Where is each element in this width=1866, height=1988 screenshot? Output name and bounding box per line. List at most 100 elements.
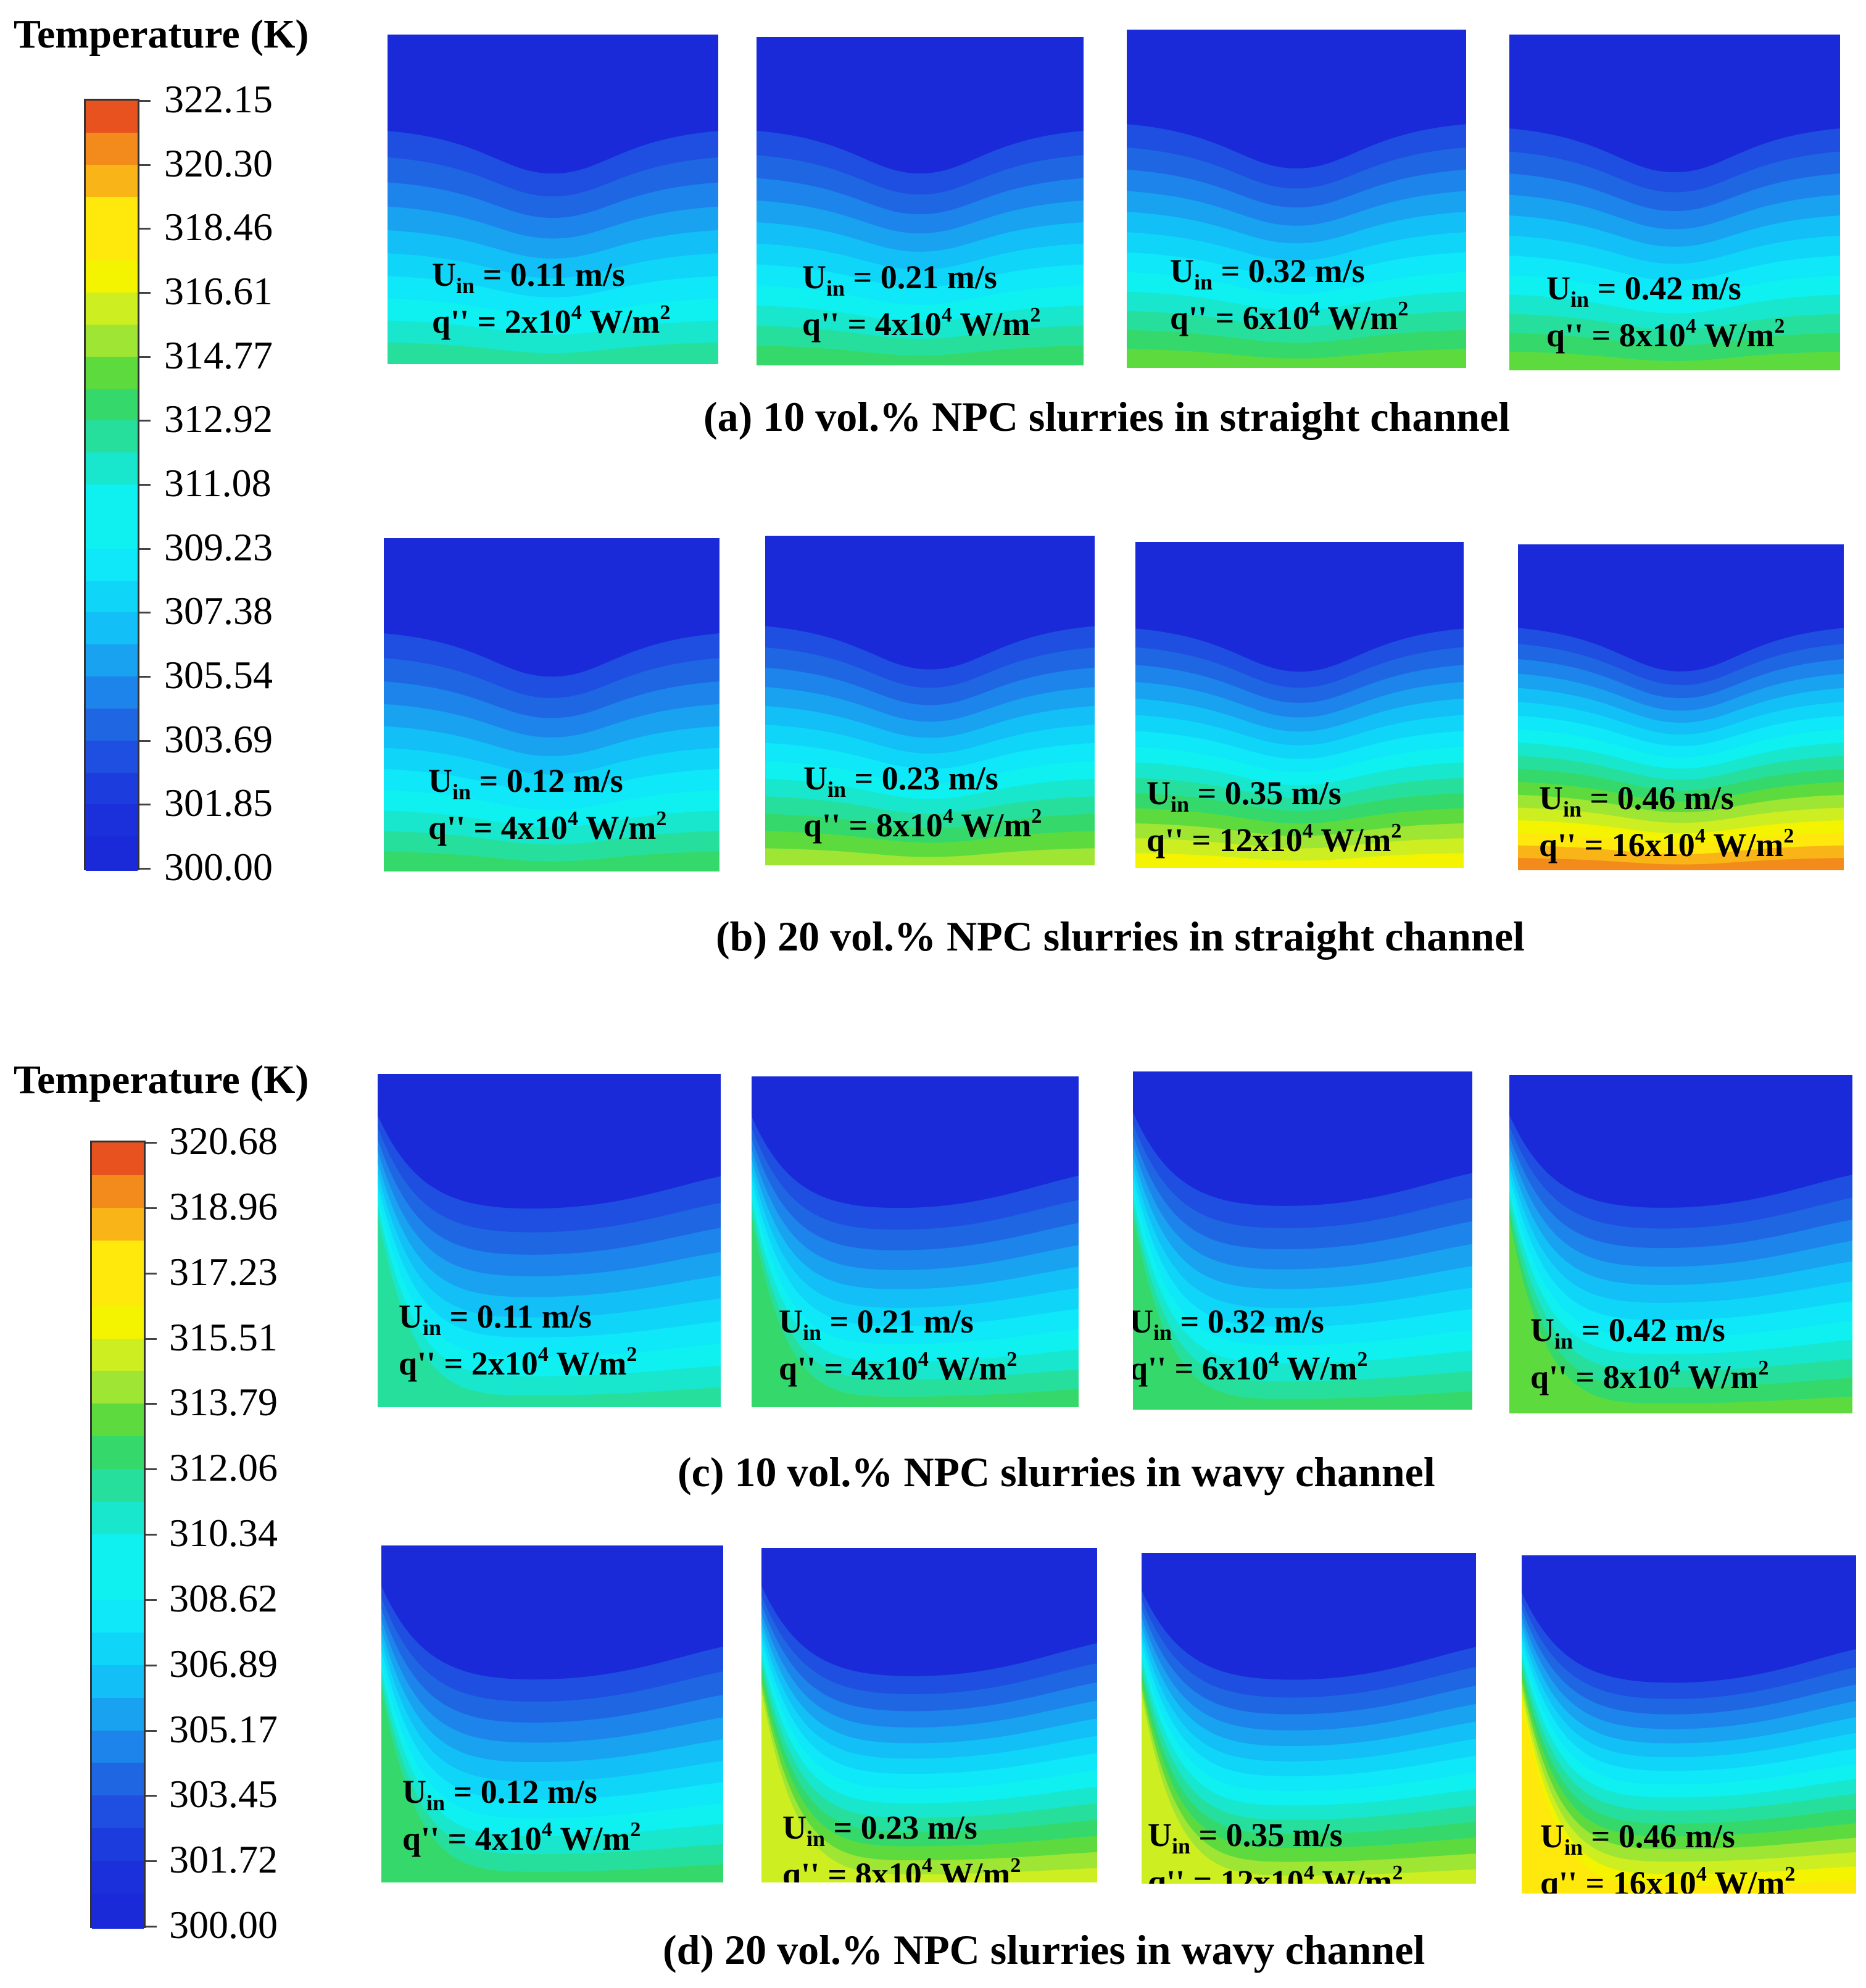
contour-band bbox=[378, 1213, 721, 1407]
colorbar-top bbox=[84, 99, 139, 871]
colorbar-segment bbox=[92, 1763, 144, 1799]
caption-a: (a) 10 vol.% NPC slurries in straight ch… bbox=[703, 393, 1511, 440]
contour-panel: Uin = 0.32 m/s q'' = 6x104 W/m2 bbox=[1133, 1071, 1472, 1410]
colorbar-tick-label: 300.00 bbox=[164, 845, 273, 889]
heat-flux-exponent: 4 bbox=[921, 1854, 932, 1877]
contour-band bbox=[381, 1687, 723, 1882]
colorbar-tick-label: 306.89 bbox=[169, 1641, 278, 1686]
colorbar-tick bbox=[146, 1142, 157, 1144]
velocity-subscript: in bbox=[1554, 1329, 1574, 1354]
colorbar-segment bbox=[86, 101, 138, 135]
colorbar-tick-label: 313.79 bbox=[169, 1380, 278, 1424]
heat-flux-value: q'' = 8x10 bbox=[782, 1856, 922, 1882]
heat-flux-unit: W/m bbox=[548, 1345, 627, 1382]
colorbar-segment bbox=[92, 1599, 144, 1635]
velocity-symbol: U bbox=[432, 256, 456, 293]
contour-panel: Uin = 0.42 m/s q'' = 8x104 W/m2 bbox=[1509, 35, 1840, 370]
colorbar-tick bbox=[139, 164, 151, 166]
heat-flux-exponent: 4 bbox=[1302, 820, 1313, 842]
colorbar-segment bbox=[86, 164, 138, 199]
inlet-velocity: Uin = 0.23 m/s bbox=[782, 1807, 1021, 1853]
colorbar-tick-label: 311.08 bbox=[164, 461, 272, 505]
contour-field bbox=[1127, 124, 1466, 368]
contour-band bbox=[381, 1659, 723, 1882]
colorbar-segment bbox=[92, 1240, 144, 1276]
panel-annotation: Uin = 0.11 m/s q'' = 2x104 W/m2 bbox=[432, 254, 670, 343]
inlet-velocity: Uin = 0.21 m/s bbox=[779, 1301, 1017, 1347]
colorbar-tick bbox=[139, 420, 151, 422]
heat-flux-exponent: 4 bbox=[1694, 825, 1706, 847]
panel-annotation: Uin = 0.12 m/s q'' = 4x104 W/m2 bbox=[402, 1771, 641, 1860]
velocity-value: = 0.46 m/s bbox=[1583, 1818, 1735, 1855]
velocity-value: = 0.42 m/s bbox=[1573, 1312, 1725, 1349]
velocity-symbol: U bbox=[1540, 1818, 1564, 1855]
contour-field bbox=[1509, 1115, 1852, 1413]
inlet-velocity: Uin = 0.23 m/s bbox=[803, 758, 1042, 804]
heat-flux-unit: W/m bbox=[953, 807, 1032, 844]
inlet-velocity: Uin = 0.12 m/s bbox=[428, 760, 666, 806]
legend-title-bottom: Temperature (K) bbox=[14, 1057, 309, 1102]
contour-field bbox=[1133, 1112, 1472, 1410]
colorbar-tick bbox=[139, 484, 151, 486]
heat-flux: q'' = 8x104 W/m2 bbox=[803, 804, 1042, 847]
inlet-velocity: Uin = 0.32 m/s bbox=[1170, 251, 1408, 296]
velocity-symbol: U bbox=[399, 1298, 423, 1335]
colorbar-segment bbox=[86, 485, 138, 519]
velocity-subscript: in bbox=[1563, 797, 1582, 821]
colorbar-tick bbox=[146, 1860, 157, 1863]
colorbar-segment bbox=[86, 452, 138, 487]
colorbar-tick-label: 301.72 bbox=[169, 1837, 278, 1882]
colorbar-segment bbox=[86, 836, 138, 871]
colorbar-segment bbox=[92, 1632, 144, 1668]
velocity-symbol: U bbox=[402, 1773, 426, 1810]
contour-band bbox=[384, 851, 719, 871]
colorbar-tick bbox=[146, 1207, 157, 1209]
contour-field bbox=[381, 1586, 723, 1882]
contour-band bbox=[765, 848, 1095, 865]
heat-flux-unit-exponent: 2 bbox=[1031, 805, 1042, 828]
colorbar-tick-label: 316.61 bbox=[164, 269, 273, 313]
colorbar-tick-label: 320.68 bbox=[169, 1119, 278, 1163]
inlet-velocity: Uin = 0.11 m/s bbox=[432, 254, 670, 300]
velocity-symbol: U bbox=[1148, 1816, 1172, 1853]
inlet-velocity: Uin = 0.21 m/s bbox=[802, 257, 1040, 302]
contour-band bbox=[752, 1187, 1079, 1407]
panel-annotation: Uin = 0.35 m/s q'' = 12x104 W/m2 bbox=[1148, 1815, 1403, 1884]
colorbar-tick-label: 320.30 bbox=[164, 141, 273, 185]
colorbar-segment bbox=[86, 196, 138, 231]
colorbar-segment bbox=[92, 1861, 144, 1896]
colorbar-tick bbox=[139, 804, 151, 806]
heat-flux-exponent: 4 bbox=[942, 805, 953, 828]
contour-panel: Uin = 0.11 m/s q'' = 2x104 W/m2 bbox=[388, 35, 718, 364]
contour-panel: Uin = 0.35 m/s q'' = 12x104 W/m2 bbox=[1135, 542, 1464, 868]
heat-flux-exponent: 4 bbox=[1669, 1357, 1680, 1379]
heat-flux-unit: W/m bbox=[1696, 317, 1775, 354]
contour-band bbox=[761, 1691, 1097, 1882]
heat-flux-unit-exponent: 2 bbox=[626, 1343, 637, 1366]
heat-flux-exponent: 4 bbox=[567, 807, 578, 830]
inlet-velocity: Uin = 0.35 m/s bbox=[1148, 1815, 1403, 1860]
inlet-velocity: Uin = 0.46 m/s bbox=[1539, 778, 1794, 823]
colorbar-segment bbox=[92, 1665, 144, 1700]
velocity-value: = 0.23 m/s bbox=[846, 760, 998, 797]
contour-panel: Uin = 0.12 m/s q'' = 4x104 W/m2 bbox=[381, 1545, 723, 1882]
velocity-symbol: U bbox=[1133, 1303, 1153, 1340]
velocity-subscript: in bbox=[452, 780, 471, 804]
velocity-subscript: in bbox=[426, 1790, 446, 1815]
velocity-symbol: U bbox=[802, 259, 826, 296]
heat-flux-unit-exponent: 2 bbox=[1774, 315, 1785, 338]
colorbar-segment bbox=[86, 132, 138, 167]
colorbar-tick bbox=[146, 1272, 157, 1275]
colorbar-bottom bbox=[90, 1141, 146, 1929]
contour-band bbox=[378, 1193, 721, 1407]
velocity-subscript: in bbox=[1570, 287, 1590, 312]
inlet-velocity: Uin = 0.32 m/s bbox=[1133, 1301, 1367, 1347]
colorbar-tick-label: 303.69 bbox=[164, 717, 273, 761]
heat-flux-value: q'' = 6x10 bbox=[1170, 299, 1309, 336]
velocity-symbol: U bbox=[1546, 270, 1570, 307]
colorbar-tick bbox=[146, 1403, 157, 1405]
velocity-value: = 0.12 m/s bbox=[471, 762, 623, 799]
heat-flux-unit-exponent: 2 bbox=[1758, 1357, 1769, 1379]
heat-flux: q'' = 6x104 W/m2 bbox=[1133, 1347, 1367, 1390]
velocity-value: = 0.23 m/s bbox=[825, 1809, 977, 1846]
